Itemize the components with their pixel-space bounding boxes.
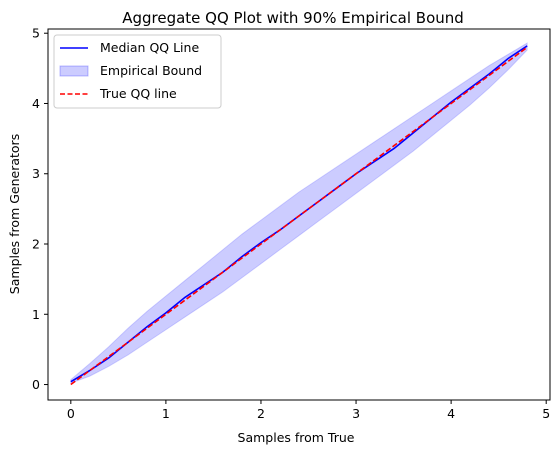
x-tick-label: 1 (162, 406, 170, 421)
legend: Median QQ Line Empirical Bound True QQ l… (53, 34, 222, 109)
plot-area (70, 42, 528, 386)
legend-bound-label: Empirical Bound (100, 63, 202, 78)
y-axis-label: Samples from Generators (7, 134, 22, 294)
x-axis-label: Samples from True (238, 430, 355, 445)
legend-bound-swatch (59, 65, 89, 77)
chart-title: Aggregate QQ Plot with 90% Empirical Bou… (122, 9, 464, 27)
legend-true-label: True QQ line (99, 86, 177, 101)
x-tick-label: 2 (257, 406, 265, 421)
y-tick-label: 2 (32, 237, 40, 252)
x-tick-label: 3 (352, 406, 360, 421)
true-qq-line (70, 46, 528, 386)
y-tick-label: 4 (32, 96, 40, 111)
legend-median-label: Median QQ Line (100, 40, 199, 55)
x-tick-label: 0 (67, 406, 75, 421)
axis-ticks: 0 1 2 3 4 5 0 1 2 3 4 5 (32, 26, 550, 421)
x-tick-label: 4 (447, 406, 455, 421)
plot-frame (47, 28, 551, 401)
y-tick-label: 1 (32, 307, 40, 322)
y-tick-label: 5 (32, 26, 40, 41)
y-tick-label: 3 (32, 166, 40, 181)
legend-box (53, 34, 222, 109)
y-tick-label: 0 (32, 377, 40, 392)
x-tick-label: 5 (542, 406, 550, 421)
